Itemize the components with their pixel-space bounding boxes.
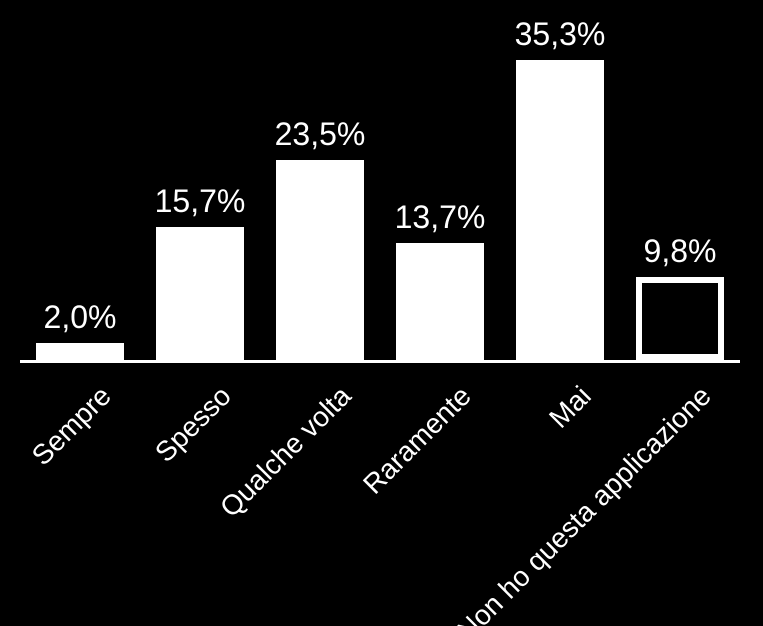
bar	[276, 160, 364, 360]
bar-value-label: 23,5%	[275, 116, 366, 153]
plot-area: 2,0% 15,7% 23,5% 13,7% 35,3% 9,8%	[20, 20, 740, 363]
category-label: Raramente	[345, 380, 477, 512]
bar-value-label: 13,7%	[395, 199, 486, 236]
bar	[156, 227, 244, 360]
bar-value-label: 15,7%	[155, 183, 246, 220]
bar-value-label: 35,3%	[515, 16, 606, 53]
frequency-bar-chart: 2,0% 15,7% 23,5% 13,7% 35,3% 9,8%	[0, 0, 763, 626]
bar	[636, 277, 724, 360]
bar	[516, 60, 604, 360]
bar-value-label: 2,0%	[44, 299, 117, 336]
category-label: Spesso	[137, 380, 237, 480]
category-label: Mai	[522, 380, 598, 456]
category-label: Sempre	[17, 380, 117, 480]
bar	[36, 343, 124, 360]
bar	[396, 243, 484, 360]
bar-value-label: 9,8%	[644, 233, 717, 270]
